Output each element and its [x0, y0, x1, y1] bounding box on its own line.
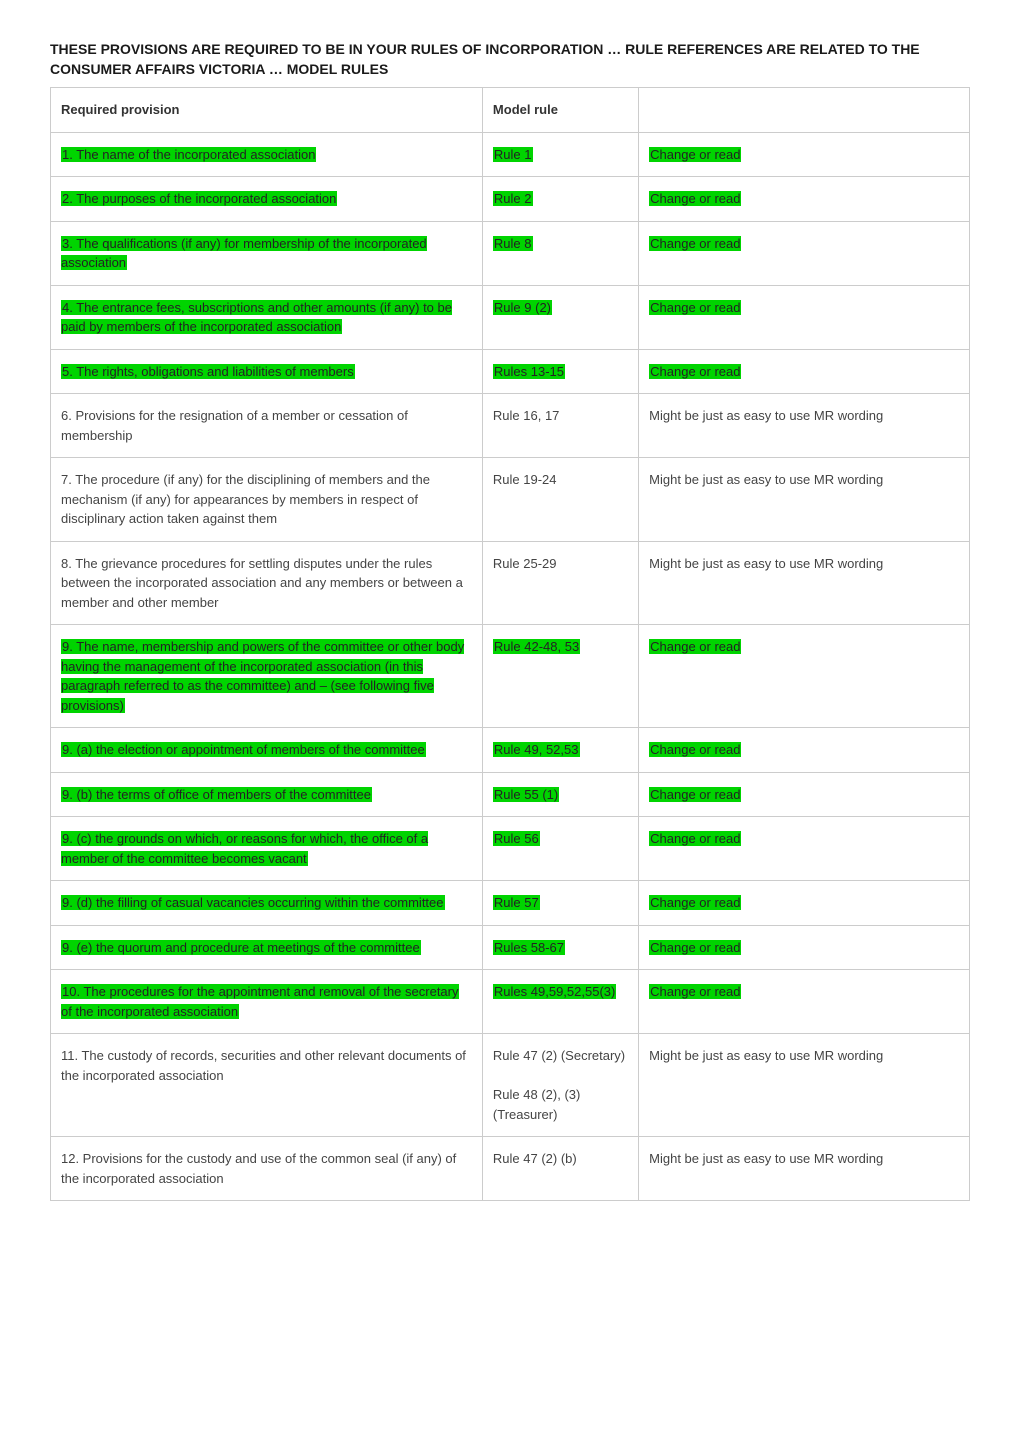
- cell-provision: 3. The qualifications (if any) for membe…: [51, 221, 483, 285]
- table-row: 8. The grievance procedures for settling…: [51, 541, 970, 625]
- table-row: 10. The procedures for the appointment a…: [51, 970, 970, 1034]
- cell-note: Change or read: [639, 817, 970, 881]
- cell-provision: 1. The name of the incorporated associat…: [51, 132, 483, 177]
- cell-note: Change or read: [639, 285, 970, 349]
- cell-note: Might be just as easy to use MR wording: [639, 458, 970, 542]
- table-row: 1. The name of the incorporated associat…: [51, 132, 970, 177]
- cell-rule: Rule 1: [482, 132, 638, 177]
- cell-rule: Rule 47 (2) (b): [482, 1137, 638, 1201]
- cell-rule: Rule 19-24: [482, 458, 638, 542]
- cell-rule: Rule 55 (1): [482, 772, 638, 817]
- cell-provision: 4. The entrance fees, subscriptions and …: [51, 285, 483, 349]
- table-row: 5. The rights, obligations and liabiliti…: [51, 349, 970, 394]
- cell-note: Change or read: [639, 132, 970, 177]
- cell-note: Change or read: [639, 728, 970, 773]
- table-row: 9. (b) the terms of office of members of…: [51, 772, 970, 817]
- cell-provision: 9. (d) the filling of casual vacancies o…: [51, 881, 483, 926]
- cell-rule: Rule 47 (2) (Secretary)Rule 48 (2), (3) …: [482, 1034, 638, 1137]
- cell-provision: 9. (e) the quorum and procedure at meeti…: [51, 925, 483, 970]
- cell-note: Change or read: [639, 772, 970, 817]
- cell-note: Change or read: [639, 221, 970, 285]
- table-row: 9. (d) the filling of casual vacancies o…: [51, 881, 970, 926]
- cell-provision: 7. The procedure (if any) for the discip…: [51, 458, 483, 542]
- cell-rule: Rule 25-29: [482, 541, 638, 625]
- table-row: 2. The purposes of the incorporated asso…: [51, 177, 970, 222]
- table-row: 12. Provisions for the custody and use o…: [51, 1137, 970, 1201]
- cell-note: Change or read: [639, 625, 970, 728]
- cell-provision: 2. The purposes of the incorporated asso…: [51, 177, 483, 222]
- cell-note: Change or read: [639, 349, 970, 394]
- cell-provision: 6. Provisions for the resignation of a m…: [51, 394, 483, 458]
- cell-rule: Rule 49, 52,53: [482, 728, 638, 773]
- cell-note: Might be just as easy to use MR wording: [639, 394, 970, 458]
- table-row: 9. (c) the grounds on which, or reasons …: [51, 817, 970, 881]
- cell-rule: Rule 42-48, 53: [482, 625, 638, 728]
- col-header-provision: Required provision: [51, 88, 483, 133]
- table-row: 9. (a) the election or appointment of me…: [51, 728, 970, 773]
- cell-rule: Rule 8: [482, 221, 638, 285]
- table-row: 3. The qualifications (if any) for membe…: [51, 221, 970, 285]
- cell-note: Might be just as easy to use MR wording: [639, 541, 970, 625]
- col-header-rule: Model rule: [482, 88, 638, 133]
- cell-note: Change or read: [639, 925, 970, 970]
- cell-note: Might be just as easy to use MR wording: [639, 1034, 970, 1137]
- page-heading: THESE PROVISIONS ARE REQUIRED TO BE IN Y…: [50, 40, 970, 79]
- table-row: 9. (e) the quorum and procedure at meeti…: [51, 925, 970, 970]
- cell-provision: 9. The name, membership and powers of th…: [51, 625, 483, 728]
- cell-note: Might be just as easy to use MR wording: [639, 1137, 970, 1201]
- cell-rule: Rules 49,59,52,55(3): [482, 970, 638, 1034]
- provisions-table: Required provision Model rule 1. The nam…: [50, 87, 970, 1201]
- col-header-note: [639, 88, 970, 133]
- table-header-row: Required provision Model rule: [51, 88, 970, 133]
- cell-rule: Rule 16, 17: [482, 394, 638, 458]
- cell-provision: 9. (c) the grounds on which, or reasons …: [51, 817, 483, 881]
- table-row: 11. The custody of records, securities a…: [51, 1034, 970, 1137]
- cell-provision: 5. The rights, obligations and liabiliti…: [51, 349, 483, 394]
- cell-rule: Rules 58-67: [482, 925, 638, 970]
- table-row: 6. Provisions for the resignation of a m…: [51, 394, 970, 458]
- cell-rule: Rules 13-15: [482, 349, 638, 394]
- cell-note: Change or read: [639, 177, 970, 222]
- cell-provision: 12. Provisions for the custody and use o…: [51, 1137, 483, 1201]
- cell-rule: Rule 2: [482, 177, 638, 222]
- table-body: 1. The name of the incorporated associat…: [51, 132, 970, 1201]
- cell-provision: 8. The grievance procedures for settling…: [51, 541, 483, 625]
- cell-rule: Rule 9 (2): [482, 285, 638, 349]
- table-row: 4. The entrance fees, subscriptions and …: [51, 285, 970, 349]
- cell-provision: 10. The procedures for the appointment a…: [51, 970, 483, 1034]
- cell-provision: 9. (b) the terms of office of members of…: [51, 772, 483, 817]
- cell-provision: 11. The custody of records, securities a…: [51, 1034, 483, 1137]
- table-row: 7. The procedure (if any) for the discip…: [51, 458, 970, 542]
- cell-rule: Rule 56: [482, 817, 638, 881]
- cell-provision: 9. (a) the election or appointment of me…: [51, 728, 483, 773]
- cell-note: Change or read: [639, 881, 970, 926]
- table-row: 9. The name, membership and powers of th…: [51, 625, 970, 728]
- cell-note: Change or read: [639, 970, 970, 1034]
- cell-rule: Rule 57: [482, 881, 638, 926]
